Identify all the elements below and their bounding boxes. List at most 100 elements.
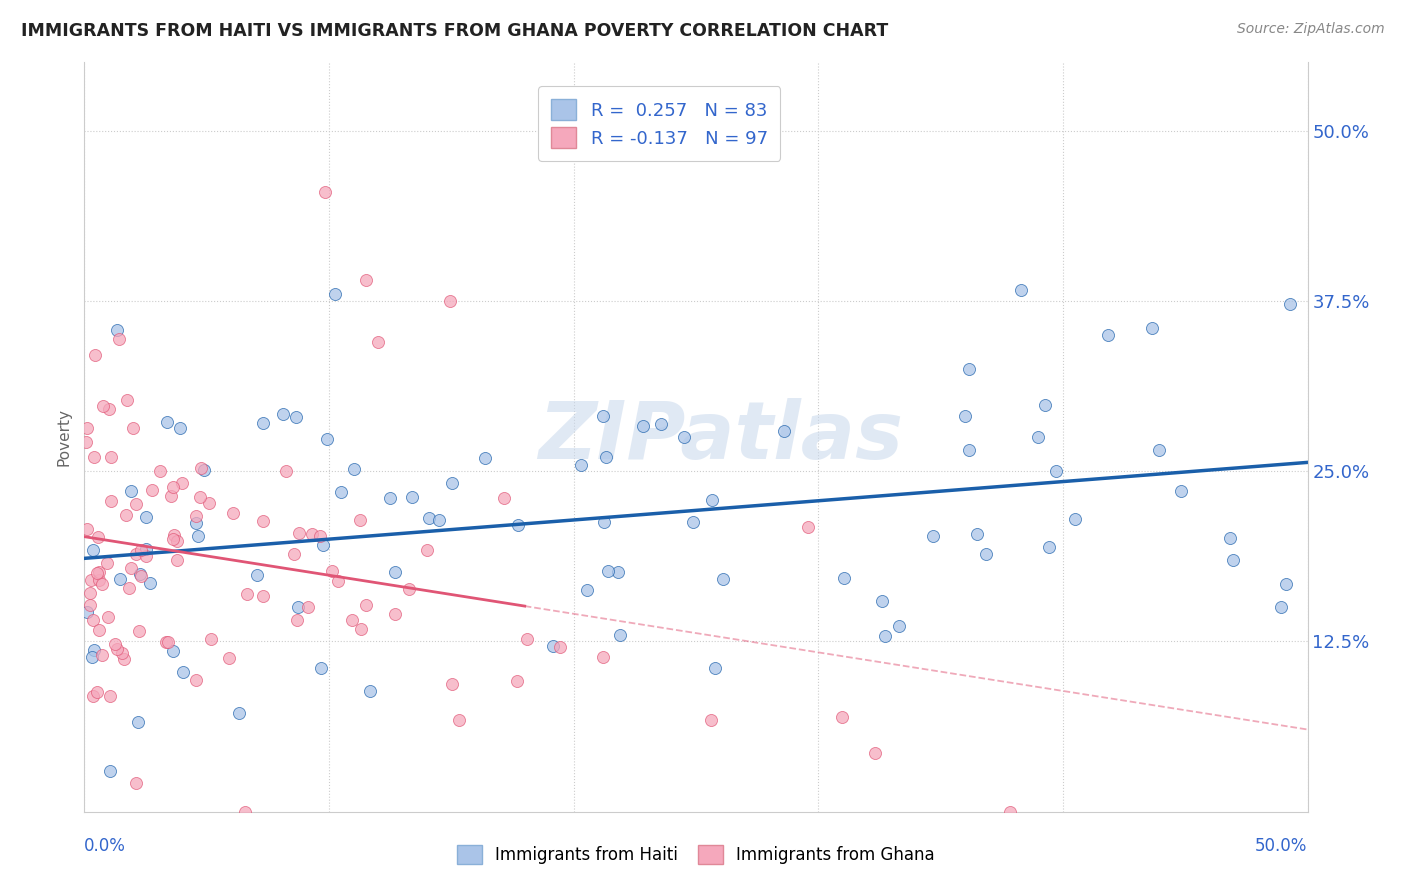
Point bbox=[134, 510, 156, 524]
Point bbox=[96, 610, 118, 624]
Point bbox=[287, 613, 309, 627]
Point bbox=[832, 571, 855, 585]
Point bbox=[184, 509, 207, 524]
Point bbox=[166, 553, 188, 567]
Point bbox=[308, 529, 330, 543]
Point bbox=[1219, 532, 1241, 546]
Point bbox=[592, 650, 614, 665]
Point bbox=[129, 569, 152, 583]
Point bbox=[187, 529, 209, 543]
Point bbox=[82, 689, 104, 703]
Point bbox=[1063, 512, 1085, 526]
Point bbox=[1270, 600, 1292, 615]
Point bbox=[1033, 398, 1056, 412]
Point bbox=[863, 746, 886, 760]
Point bbox=[315, 432, 337, 446]
Point bbox=[218, 651, 240, 665]
Point bbox=[141, 483, 163, 497]
Point bbox=[321, 564, 343, 578]
Point bbox=[127, 714, 149, 729]
Point bbox=[796, 520, 818, 534]
Point bbox=[82, 542, 104, 557]
Point bbox=[76, 421, 98, 435]
Point bbox=[569, 458, 592, 472]
Point bbox=[872, 594, 894, 608]
Point bbox=[955, 409, 977, 423]
Point bbox=[139, 576, 162, 591]
Point bbox=[704, 661, 727, 675]
Point bbox=[86, 566, 108, 580]
Point bbox=[118, 581, 141, 595]
Point bbox=[76, 522, 98, 536]
Point bbox=[79, 586, 101, 600]
Point bbox=[82, 613, 104, 627]
Point bbox=[1147, 442, 1170, 457]
Point bbox=[354, 598, 377, 612]
Point bbox=[160, 489, 183, 503]
Point bbox=[314, 185, 336, 199]
Point bbox=[516, 632, 538, 646]
Point bbox=[86, 684, 108, 698]
Point bbox=[831, 710, 853, 724]
Point bbox=[606, 565, 628, 579]
Point bbox=[125, 497, 148, 511]
Point bbox=[359, 684, 381, 698]
Point bbox=[172, 665, 194, 680]
Point bbox=[200, 632, 222, 647]
Point bbox=[98, 690, 121, 704]
Legend: Immigrants from Haiti, Immigrants from Ghana: Immigrants from Haiti, Immigrants from G… bbox=[450, 838, 942, 871]
Point bbox=[79, 598, 101, 612]
Point bbox=[301, 527, 323, 541]
Point bbox=[80, 574, 103, 588]
Point bbox=[595, 450, 617, 464]
Point bbox=[506, 518, 529, 533]
Point bbox=[650, 417, 672, 432]
Point bbox=[246, 568, 269, 582]
Text: ZIPatlas: ZIPatlas bbox=[538, 398, 903, 476]
Point bbox=[384, 565, 406, 579]
Point bbox=[163, 527, 186, 541]
Point bbox=[188, 490, 211, 504]
Point bbox=[401, 490, 423, 504]
Point bbox=[105, 642, 128, 657]
Point bbox=[120, 484, 142, 499]
Point bbox=[773, 424, 796, 438]
Point bbox=[440, 475, 463, 490]
Point bbox=[166, 533, 188, 548]
Point bbox=[287, 526, 309, 541]
Point bbox=[112, 652, 135, 666]
Point bbox=[340, 613, 363, 627]
Point bbox=[957, 442, 980, 457]
Text: Source: ZipAtlas.com: Source: ZipAtlas.com bbox=[1237, 22, 1385, 37]
Point bbox=[889, 618, 911, 632]
Point bbox=[356, 273, 378, 287]
Point bbox=[1275, 577, 1298, 591]
Text: 0.0%: 0.0% bbox=[84, 837, 127, 855]
Point bbox=[91, 648, 114, 663]
Point bbox=[108, 332, 131, 346]
Point bbox=[129, 542, 152, 557]
Point bbox=[312, 537, 335, 551]
Point bbox=[100, 450, 122, 464]
Point bbox=[350, 622, 373, 636]
Point bbox=[96, 556, 118, 570]
Point bbox=[1222, 553, 1244, 567]
Point bbox=[91, 576, 114, 591]
Point bbox=[155, 635, 177, 649]
Point bbox=[83, 450, 105, 465]
Point bbox=[367, 334, 389, 349]
Point bbox=[494, 491, 516, 505]
Point bbox=[169, 421, 191, 435]
Point bbox=[125, 547, 148, 561]
Point bbox=[115, 508, 138, 523]
Point bbox=[89, 623, 111, 637]
Point bbox=[162, 480, 184, 494]
Point bbox=[384, 607, 406, 622]
Point bbox=[75, 435, 97, 450]
Point bbox=[326, 574, 349, 588]
Point bbox=[548, 640, 571, 655]
Point bbox=[1170, 483, 1192, 498]
Point bbox=[87, 566, 110, 580]
Point bbox=[349, 513, 371, 527]
Point bbox=[474, 450, 496, 465]
